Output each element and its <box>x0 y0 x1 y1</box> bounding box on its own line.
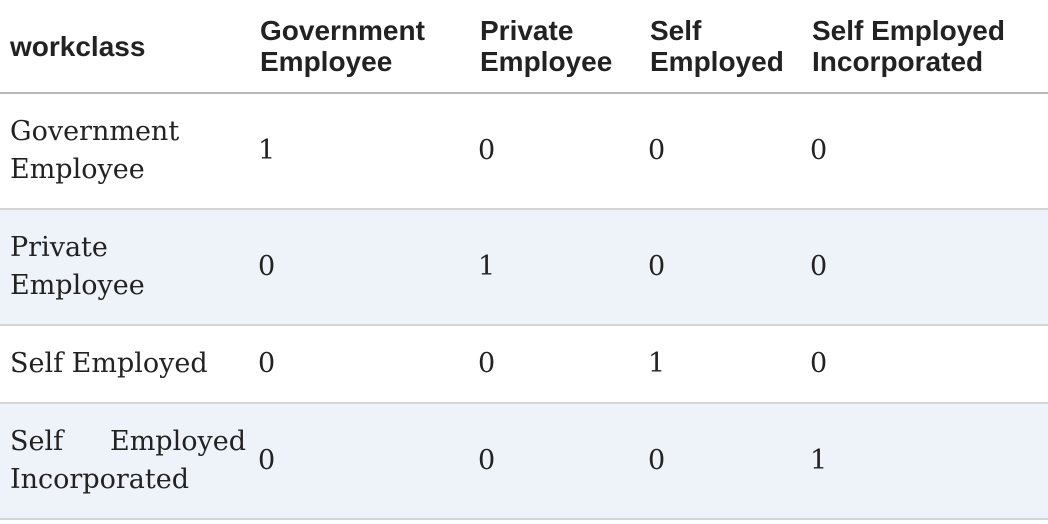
table-cell: 1 <box>470 209 640 326</box>
table-cell: 1 <box>250 93 470 210</box>
table-cell: 1 <box>640 325 802 404</box>
table-cell: 1 <box>802 403 1048 520</box>
table-cell: 0 <box>640 403 802 520</box>
table-cell: 0 <box>470 325 640 404</box>
table-header: workclass Government Employee Private Em… <box>0 0 1048 94</box>
header-row: workclass Government Employee Private Em… <box>0 0 1048 94</box>
column-header-workclass: workclass <box>0 0 250 94</box>
table-cell: 0 <box>640 209 802 326</box>
table-row: Self Employed 0 0 1 0 <box>0 325 1048 404</box>
column-header-government-employee: Government Employee <box>250 0 470 94</box>
row-label: Self Employed <box>0 325 250 404</box>
table-cell: 0 <box>250 209 470 326</box>
table-cell: 0 <box>802 325 1048 404</box>
table-row: Self Employed Incorporated 0 0 0 1 <box>0 403 1048 520</box>
table-cell: 0 <box>250 325 470 404</box>
table-row: Private Employee 0 1 0 0 <box>0 209 1048 326</box>
row-label: Self Employed Incorporated <box>0 403 250 520</box>
table-body: Government Employee 1 0 0 0 Private Empl… <box>0 93 1048 520</box>
table-cell: 0 <box>470 93 640 210</box>
table-cell: 0 <box>640 93 802 210</box>
table-cell: 0 <box>250 403 470 520</box>
table-cell: 0 <box>802 209 1048 326</box>
table-row: Government Employee 1 0 0 0 <box>0 93 1048 210</box>
table-cell: 0 <box>802 93 1048 210</box>
column-header-self-employed-incorporated: Self Employed Incorporated <box>802 0 1048 94</box>
column-header-private-employee: Private Employee <box>470 0 640 94</box>
row-label: Private Employee <box>0 209 250 326</box>
column-header-self-employed: Self Employed <box>640 0 802 94</box>
row-label: Government Employee <box>0 93 250 210</box>
table-cell: 0 <box>470 403 640 520</box>
